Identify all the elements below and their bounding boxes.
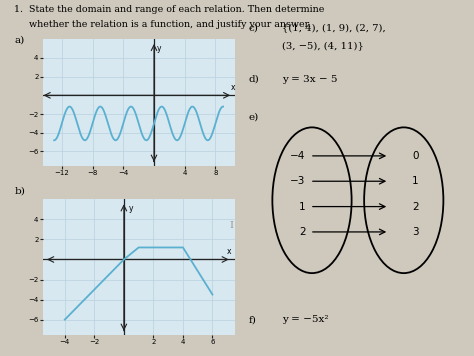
Text: y: y xyxy=(128,204,133,213)
Text: whether the relation is a function, and justify your answer.: whether the relation is a function, and … xyxy=(14,20,311,28)
Text: e): e) xyxy=(249,112,259,121)
Text: c): c) xyxy=(249,23,259,32)
Text: 2: 2 xyxy=(412,201,419,211)
Text: 1.  State the domain and range of each relation. Then determine: 1. State the domain and range of each re… xyxy=(14,5,325,14)
Text: 3: 3 xyxy=(412,227,419,237)
Text: x: x xyxy=(227,247,232,256)
Text: 0: 0 xyxy=(412,151,419,161)
Text: 1: 1 xyxy=(412,176,419,186)
Text: −3: −3 xyxy=(291,176,306,186)
Text: d): d) xyxy=(249,75,260,84)
Text: x: x xyxy=(231,83,235,92)
Text: {(1, 4), (1, 9), (2, 7),: {(1, 4), (1, 9), (2, 7), xyxy=(282,23,386,32)
Text: f): f) xyxy=(249,315,257,324)
Text: a): a) xyxy=(14,36,25,44)
Text: b): b) xyxy=(14,187,25,196)
Text: 1: 1 xyxy=(299,201,306,211)
Text: (3, −5), (4, 11)}: (3, −5), (4, 11)} xyxy=(282,41,364,50)
Text: y = 3x − 5: y = 3x − 5 xyxy=(282,75,337,84)
Text: y = −5x²: y = −5x² xyxy=(282,315,328,324)
Text: y: y xyxy=(156,44,161,53)
Text: 2: 2 xyxy=(299,227,306,237)
Text: I: I xyxy=(230,221,234,230)
Text: −4: −4 xyxy=(291,151,306,161)
